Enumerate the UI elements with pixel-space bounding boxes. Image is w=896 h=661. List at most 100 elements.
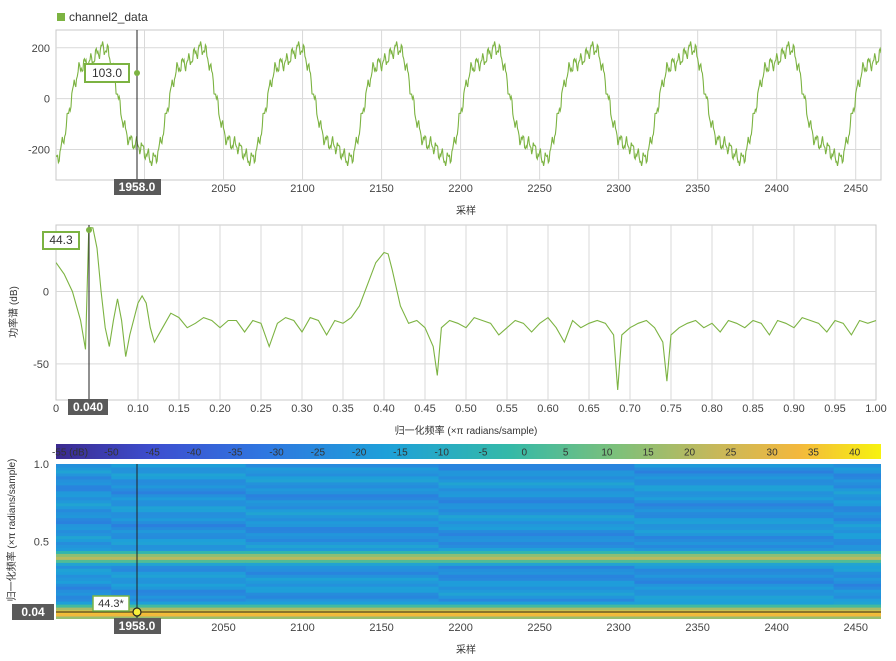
spectrogram-cell xyxy=(438,565,635,569)
x-tick-label: 0.75 xyxy=(660,403,681,415)
spectrogram-cell xyxy=(56,547,112,551)
colorbar-label: -20 xyxy=(352,448,367,459)
spectrogram-cell xyxy=(833,616,881,619)
colorbar-label: -40 xyxy=(187,448,202,459)
colorbar-label: -55 (dB) xyxy=(52,448,88,459)
spectrogram-cell xyxy=(634,553,834,557)
spectrogram-cell xyxy=(111,511,247,516)
legend-label[interactable]: channel2_data xyxy=(69,10,148,24)
signal-trace[interactable] xyxy=(56,41,881,166)
spectrogram-cell xyxy=(438,532,635,537)
x-tick-label: 2100 xyxy=(290,622,314,634)
colorbar-label: -35 xyxy=(228,448,243,459)
x-tick-label: 2300 xyxy=(606,622,630,634)
spectrogram-cell xyxy=(438,541,635,545)
spectrogram-cell xyxy=(833,487,881,492)
spectrogram-cell xyxy=(438,538,635,542)
spectrogram-cell xyxy=(111,595,247,599)
spectrogram-cell xyxy=(634,472,834,477)
spectrogram-cell xyxy=(438,574,635,578)
y-cursor-label[interactable]: 0.04 xyxy=(12,604,54,620)
spectrogram-cell xyxy=(833,613,881,617)
spectrogram-cell xyxy=(634,538,834,542)
spectrogram-cell xyxy=(833,470,881,474)
spectrogram-cell xyxy=(634,577,834,581)
spectrogram-cell xyxy=(634,586,834,590)
x-cursor-label[interactable]: 1958.0 xyxy=(114,179,161,195)
spectrogram-cell xyxy=(245,616,439,619)
x-tick-label: 2150 xyxy=(369,622,393,634)
spectrum-trace[interactable] xyxy=(56,226,876,390)
y-tick-label: 1.0 xyxy=(34,459,49,471)
spectrogram-image[interactable] xyxy=(56,464,882,620)
spectrogram-cell xyxy=(111,535,247,539)
x-cursor-label[interactable]: 1958.0 xyxy=(114,618,161,634)
spectrogram-cell xyxy=(111,532,247,537)
spectrogram-cell xyxy=(634,598,834,602)
colorbar-labels: -55 (dB) -50 -45 -40 -35 -30 -25 -20 -15 -10 -5 0 5 1… xyxy=(52,448,861,459)
spectrogram-cell xyxy=(833,589,881,593)
spectrogram-cell xyxy=(833,562,881,566)
x-tick-label: 0.90 xyxy=(783,403,804,415)
spectrogram-cell xyxy=(111,467,247,471)
x-cursor-label[interactable]: 0.040 xyxy=(68,399,108,415)
spectrogram-cell xyxy=(56,538,112,542)
spectrogram-cell xyxy=(56,481,112,486)
spectrogram-cell xyxy=(245,565,439,569)
spectrogram-cell xyxy=(634,514,834,519)
spectrogram-cell xyxy=(56,553,112,557)
spectrogram-cell xyxy=(833,475,881,480)
spectrogram-cell xyxy=(111,470,247,474)
spectrogram-cell xyxy=(634,517,834,522)
colorbar-label: 20 xyxy=(684,448,696,459)
spectrogram-cell xyxy=(111,586,247,590)
spectrogram-cell xyxy=(56,574,112,578)
spectrogram-cell xyxy=(833,580,881,584)
spectrogram-cell xyxy=(833,484,881,489)
x-tick-label: 0.40 xyxy=(373,403,394,415)
spectrogram-cell xyxy=(833,532,881,537)
spectrogram-cell xyxy=(245,556,439,560)
spectrogram-cell xyxy=(634,616,834,619)
spectrogram-cell xyxy=(634,601,834,605)
spectrogram-cell xyxy=(56,508,112,513)
x-tick-label: 2400 xyxy=(764,183,788,195)
spectrogram-cell xyxy=(833,547,881,551)
spectrogram-cell xyxy=(56,535,112,539)
spectrogram-cell xyxy=(56,529,112,534)
x-tick-label: 0.20 xyxy=(209,403,230,415)
spectrogram-cell xyxy=(111,580,247,584)
spectrogram-cell xyxy=(634,589,834,593)
spectrogram-cell xyxy=(56,470,112,474)
spectrogram-cell xyxy=(833,464,881,468)
spectrogram-cell xyxy=(111,583,247,587)
colorbar-label: 25 xyxy=(725,448,737,459)
colorbar-label: 10 xyxy=(601,448,613,459)
spectrogram-cell xyxy=(56,520,112,525)
x-axis-title: 采样 xyxy=(456,204,476,217)
spectrogram-cell xyxy=(111,565,247,569)
spectrogram-cell xyxy=(833,505,881,510)
spectrogram-cell xyxy=(111,613,247,617)
spectrogram-cell xyxy=(245,541,439,545)
spectrogram-cell xyxy=(833,529,881,534)
y-cursor-value: 0.04 xyxy=(21,605,45,619)
spectrogram-cell xyxy=(111,616,247,619)
x-axis: 0 0.10 0.15 0.20 0.25 0.30 0.35 0.40 0.45 0.50 0.5… xyxy=(53,403,887,415)
spectrogram-cell xyxy=(438,577,635,581)
spectrogram-cell xyxy=(245,586,439,590)
spectrogram-cell xyxy=(438,562,635,566)
cursor-marker xyxy=(86,227,92,233)
spectrogram-cell xyxy=(833,559,881,563)
x-cursor-value: 1958.0 xyxy=(119,180,156,194)
spectrogram-cell xyxy=(111,464,247,468)
spectrogram-cell xyxy=(634,520,834,525)
spectrogram-cell xyxy=(245,613,439,617)
x-tick-label: 0.95 xyxy=(824,403,845,415)
y-tick-label: 0.5 xyxy=(34,537,49,549)
spectrogram-cell xyxy=(56,544,112,548)
spectrogram-cell xyxy=(833,502,881,507)
colorbar-label: 35 xyxy=(808,448,820,459)
spectrogram-cell xyxy=(833,481,881,486)
y-tick-label: 0 xyxy=(43,287,49,299)
